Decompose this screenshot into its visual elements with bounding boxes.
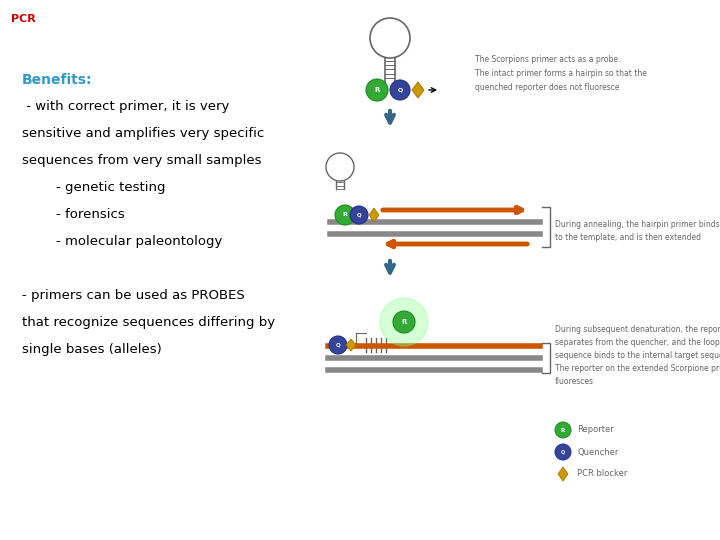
Text: The Scorpions primer acts as a probe.: The Scorpions primer acts as a probe. [475,55,621,64]
Circle shape [555,422,571,438]
Text: R: R [561,428,565,433]
Text: quenched reporter does not fluoresce: quenched reporter does not fluoresce [475,83,619,92]
Circle shape [329,336,347,354]
Text: Reporter: Reporter [577,426,613,435]
Text: The intact primer forms a hairpin so that the: The intact primer forms a hairpin so tha… [475,69,647,78]
Text: Q: Q [561,449,565,455]
Text: The reporter on the extended Scorpione primer: The reporter on the extended Scorpione p… [555,364,720,373]
Circle shape [335,205,355,225]
Circle shape [380,298,428,346]
Text: PCR: PCR [11,14,35,24]
Text: sequences from very small samples: sequences from very small samples [22,154,261,167]
Circle shape [555,444,571,460]
Polygon shape [412,82,424,98]
Text: R: R [374,87,379,93]
Text: Q: Q [336,342,341,348]
Text: Q: Q [356,213,361,218]
Text: - primers can be used as PROBES: - primers can be used as PROBES [22,289,244,302]
Text: R: R [401,319,407,325]
Text: During annealing, the hairpin primer binds: During annealing, the hairpin primer bin… [555,220,719,229]
Text: R: R [343,213,348,218]
Text: single bases (alleles): single bases (alleles) [22,343,161,356]
Text: Benefits:: Benefits: [22,73,92,87]
Text: that recognize sequences differing by: that recognize sequences differing by [22,316,275,329]
Text: separates from the quencher, and the loop: separates from the quencher, and the loo… [555,338,720,347]
Text: PCR blocker: PCR blocker [577,469,627,478]
Circle shape [393,311,415,333]
Text: - genetic testing: - genetic testing [22,181,165,194]
Polygon shape [558,467,568,481]
Circle shape [350,206,368,224]
Text: - forensics: - forensics [22,208,125,221]
Text: Q: Q [397,87,402,92]
Text: sequence binds to the internal target sequence.: sequence binds to the internal target se… [555,351,720,360]
Text: - with correct primer, it is very: - with correct primer, it is very [22,100,229,113]
Text: Quencher: Quencher [577,448,618,456]
Polygon shape [346,339,356,351]
Circle shape [390,80,410,100]
Text: fluoresces: fluoresces [555,377,594,386]
Text: - molecular paleontology: - molecular paleontology [22,235,222,248]
Text: sensitive and amplifies very specific: sensitive and amplifies very specific [22,127,264,140]
Circle shape [366,79,388,101]
Text: During subsequent denaturation, the reporter: During subsequent denaturation, the repo… [555,325,720,334]
Text: to the template, and is then extended: to the template, and is then extended [555,233,701,242]
Polygon shape [369,208,379,222]
